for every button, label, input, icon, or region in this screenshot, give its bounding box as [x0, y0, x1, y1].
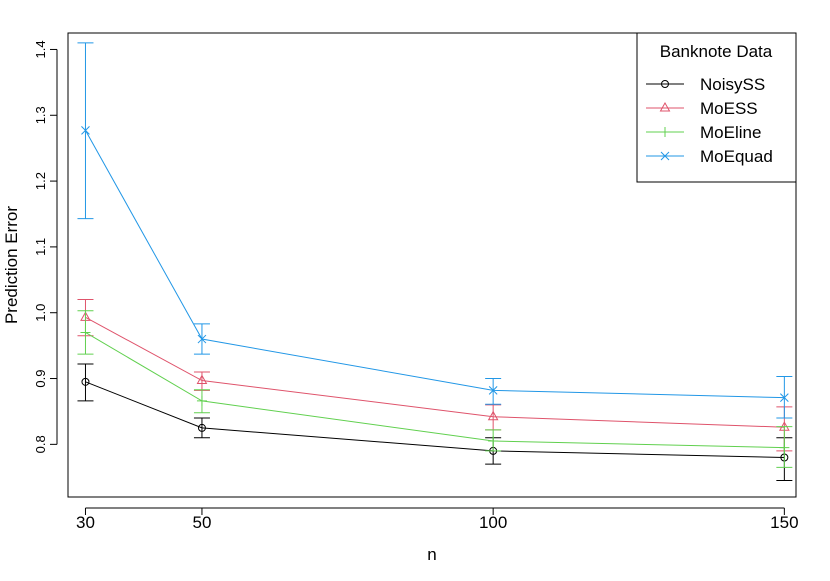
series-moequad	[77, 42, 793, 419]
plus-marker	[660, 127, 670, 137]
plot-frame	[67, 32, 797, 498]
y-tick-label: 1.2	[33, 172, 48, 190]
y-tick-label: 1.0	[33, 304, 48, 322]
circle-marker	[661, 80, 669, 88]
legend-item-noisyss: NoisySS	[646, 75, 765, 94]
legend-item-moequad: MoEquad	[646, 147, 773, 166]
y-axis: 0.8 0.9 1.0 1.1 1.2 1.3 1.4	[33, 40, 58, 453]
circle-marker	[197, 423, 206, 432]
cross-marker	[660, 151, 670, 161]
legend-label: MoEline	[700, 123, 761, 142]
cross-marker	[488, 386, 498, 395]
triangle-marker	[659, 101, 671, 112]
x-tick-label: 30	[76, 513, 95, 532]
series-line	[85, 332, 785, 449]
y-tick-label: 1.1	[33, 238, 48, 256]
plus-marker	[779, 442, 790, 453]
plus-marker	[80, 327, 91, 338]
y-axis-label: Prediction Error	[2, 206, 21, 324]
cross-marker	[779, 393, 789, 402]
series-moess	[77, 299, 793, 452]
cross-marker	[197, 334, 207, 344]
series-line	[85, 130, 785, 399]
legend: Banknote Data NoisySS MoESS MoEline MoEquad	[636, 32, 797, 183]
x-axis: 30 50 100 150	[76, 507, 799, 532]
legend-label: MoEquad	[700, 147, 773, 166]
circle-marker	[81, 377, 90, 386]
series-line	[85, 316, 785, 428]
series-noisyss	[77, 363, 793, 482]
y-tick-label: 1.3	[33, 106, 48, 124]
legend-label: NoisySS	[700, 75, 765, 94]
series-layer	[77, 42, 793, 482]
cross-marker	[81, 126, 90, 135]
triangle-marker	[487, 410, 499, 421]
triangle-marker	[196, 374, 208, 385]
plus-marker	[488, 436, 499, 447]
legend-item-moeline: MoEline	[646, 123, 761, 142]
y-tick-label: 1.4	[33, 40, 48, 58]
x-axis-label: n	[427, 545, 436, 564]
x-tick-label: 50	[192, 513, 211, 532]
series-line	[85, 381, 785, 459]
legend-label: MoESS	[700, 99, 758, 118]
x-tick-label: 150	[770, 513, 798, 532]
plus-marker	[196, 395, 207, 406]
series-moeline	[77, 310, 793, 468]
legend-item-moess: MoESS	[646, 99, 758, 118]
x-tick-label: 100	[479, 513, 507, 532]
y-tick-label: 0.8	[33, 435, 48, 453]
legend-title: Banknote Data	[660, 42, 773, 61]
y-tick-label: 0.9	[33, 369, 48, 387]
